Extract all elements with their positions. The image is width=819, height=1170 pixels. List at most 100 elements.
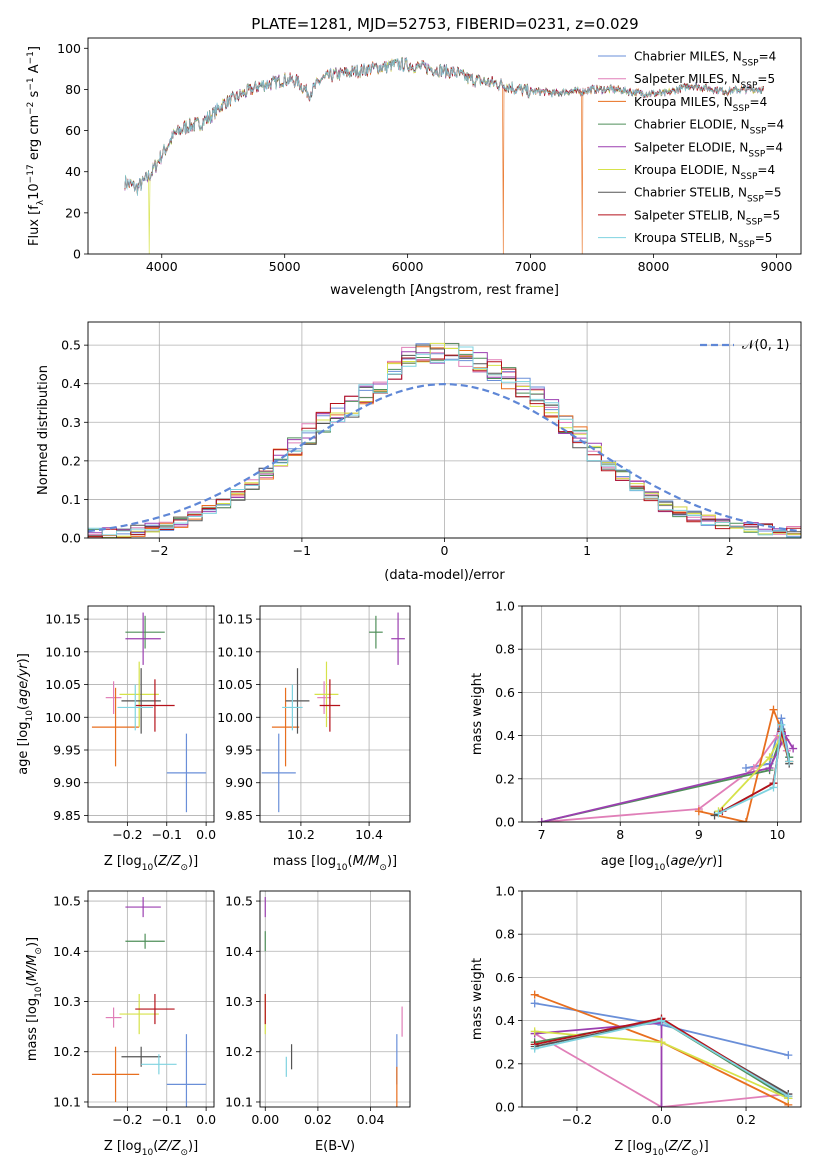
x-tick-label: 1	[583, 543, 591, 558]
x-tick-label: −0.2	[112, 827, 142, 842]
y-tick-label: 9.90	[225, 775, 253, 790]
y-tick-label: 40	[65, 164, 81, 179]
y-tick-label: 0.0	[495, 815, 515, 830]
spectrum-line	[124, 57, 764, 254]
x-tick-label: −0.2	[112, 1112, 142, 1127]
sfh-marker	[714, 809, 723, 818]
y-tick-label: 10.15	[45, 612, 81, 627]
x-tick-label: 0.2	[736, 1112, 756, 1127]
legend-entry: Kroupa ELODIE, NSSP=4	[634, 163, 775, 182]
axes-frame	[87, 321, 802, 539]
sfh-marker	[537, 818, 546, 822]
y-tick-label: 10.05	[217, 677, 253, 692]
x-axis-label: mass [log10(M/M⊙)]	[273, 854, 397, 873]
plot-area	[91, 612, 207, 813]
sfh-marker	[657, 1103, 666, 1107]
x-tick-label: 9	[695, 827, 703, 842]
legend-entry: Chabrier MILES, NSSP=4	[634, 50, 776, 69]
y-axis-label: Normed distribution	[36, 365, 51, 495]
y-tick-label: 9.90	[53, 775, 81, 790]
x-tick-label: 10.2	[287, 827, 315, 842]
x-tick-label: 0.00	[251, 1112, 279, 1127]
y-tick-label: 10.2	[53, 1044, 81, 1059]
y-tick-label: 10.10	[217, 644, 253, 659]
y-tick-label: 1.0	[495, 599, 515, 614]
panel-sfh_Z: −0.2 0.0 0.2 0.0 0.2 0.4 0.6 0.8 1.0 Z [log10(Z/Z…	[470, 884, 802, 1158]
legend-entry: Kroupa MILES, NSSP=4	[634, 95, 767, 114]
x-axis-label: age [log10(age/yr)]	[601, 854, 723, 873]
y-axis-label: age [log10(age/yr)]	[16, 653, 35, 775]
sfh-marker	[741, 764, 750, 772]
histogram-line	[88, 354, 801, 538]
plot-area	[91, 897, 207, 1107]
y-tick-label: 0.2	[61, 453, 81, 468]
spectrum-line	[124, 56, 764, 197]
y-tick-label: 0.4	[61, 376, 81, 391]
legend: Chabrier MILES, NSSP=4 Salpeter MILES, NS…	[598, 50, 784, 250]
x-tick-label: 0.0	[196, 1112, 216, 1127]
y-tick-label: 10.00	[45, 710, 81, 725]
y-tick-label: 0.8	[495, 927, 515, 942]
x-axis-label: Z [log10(Z/Z⊙)]	[104, 1139, 198, 1158]
sfh-marker	[741, 818, 750, 822]
x-tick-label: 10	[769, 827, 785, 842]
sfh-marker	[530, 1027, 539, 1036]
y-tick-label: 10.2	[225, 1044, 253, 1059]
axes-frame	[87, 37, 802, 255]
plot-area	[261, 612, 405, 813]
legend-entry: Salpeter ELODIE, NSSP=4	[634, 140, 783, 159]
y-axis-label: Flux [fλ10−17 erg cm−2 s−1 A−1]	[26, 46, 46, 246]
y-axis-label: mass [log10(M/M⊙)]	[25, 937, 44, 1061]
panel-spectrum: 4000 5000 6000 7000 8000 9000 0 20 40 60 80 100 wave…	[26, 37, 802, 298]
axes-frame	[259, 605, 411, 823]
x-tick-label: 8000	[638, 259, 670, 274]
y-tick-label: 0.0	[61, 531, 81, 546]
legend-entry: Salpeter MILES, NSSP=5	[634, 72, 775, 91]
histogram-line	[88, 346, 801, 538]
sfh-marker	[765, 764, 774, 772]
sfh-marker	[784, 1051, 793, 1060]
panel-mass_vs_ebv: 0.00 0.02 0.04 10.1 10.2 10.3 10.4 10.5 E(B-V)	[225, 890, 411, 1154]
y-tick-label: 10.05	[45, 677, 81, 692]
y-tick-label: 10.4	[225, 944, 253, 959]
panel-residuals: −2 −1 0 1 2 0.0 0.1 0.2 0.3 0.4 0.5 (data-model)/er…	[36, 321, 802, 583]
axes-frame	[87, 605, 215, 823]
x-tick-label: 4000	[146, 259, 178, 274]
x-tick-label: −2	[150, 543, 168, 558]
sfh-marker	[765, 753, 774, 762]
x-tick-label: 0.04	[357, 1112, 385, 1127]
y-tick-label: 0.6	[495, 970, 515, 985]
sfh-line	[698, 706, 787, 822]
legend-entry: Kroupa STELIB, NSSP=5	[634, 231, 772, 250]
sfh-marker	[530, 990, 539, 999]
y-tick-label: 80	[65, 82, 81, 97]
plot-area	[88, 342, 801, 538]
x-tick-label: 7000	[515, 259, 547, 274]
x-axis-label: Z [log10(Z/Z⊙)]	[614, 1139, 708, 1158]
y-tick-label: 0.2	[495, 771, 515, 786]
x-tick-label: 0	[441, 543, 449, 558]
sfh-marker	[784, 1092, 793, 1101]
sfh-marker	[789, 744, 798, 753]
sfh-marker	[749, 764, 758, 772]
y-tick-label: 60	[65, 123, 81, 138]
sfh-marker	[785, 757, 794, 766]
x-tick-label: 0.0	[652, 1112, 672, 1127]
sfh-marker	[769, 783, 778, 792]
y-tick-label: 0.3	[61, 415, 81, 430]
axes-frame	[521, 890, 802, 1108]
panel-age_vs_mass: 10.2 10.4 9.85 9.90 9.95 10.00 10.05 10.10 10.15…	[217, 605, 411, 873]
y-tick-label: 1.0	[495, 884, 515, 899]
x-tick-label: −0.2	[562, 1112, 592, 1127]
legend-entry: 𝒩(0, 1)	[742, 338, 789, 353]
y-tick-label: 10.00	[217, 710, 253, 725]
y-tick-label: 10.15	[217, 612, 253, 627]
y-tick-label: 0	[73, 247, 81, 262]
y-tick-label: 100	[57, 41, 81, 56]
x-axis-label: wavelength [Angstrom, rest frame]	[330, 283, 559, 298]
figure-title: PLATE=1281, MJD=52753, FIBERID=0231, z=0…	[251, 15, 638, 33]
spectrum-line	[124, 56, 764, 254]
panel-mass_vs_Z: −0.2 −0.1 0.0 10.1 10.2 10.3 10.4 10.5 Z [log10(…	[25, 890, 216, 1158]
y-tick-label: 10.5	[53, 894, 81, 909]
